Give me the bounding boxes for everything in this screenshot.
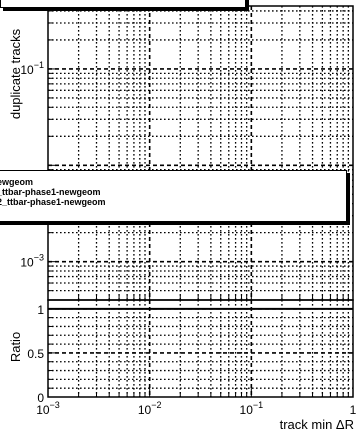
main-ylabel: duplicate tracks [8,28,23,119]
y-tick-label: 0 [37,391,44,405]
ratio-ylabel: Ratio [8,332,23,362]
x-tick-label: 10−3 [36,400,60,417]
ratio-panel: 0 0.5 1 10−3 10−2 10−1 1 [27,299,357,417]
y-tick-label: 1 [37,303,44,317]
y-tick-label: 10−1 [20,60,44,77]
plot-frame [47,299,354,398]
legend: ewgeom _ttbar-phase1-newgeom 2_ttbar-pha… [0,170,347,222]
x-tick-label: 10−2 [138,400,162,417]
plot-frame [47,5,354,301]
y-tick-label: 0.5 [27,347,44,361]
ratio-xlabel: track min ΔR [280,417,354,432]
x-tick-label: 1 [350,403,357,417]
title-box [0,0,246,8]
legend-entry: 2_ttbar-phase1-newgeom [0,197,106,207]
x-tick-label: 10−1 [240,400,264,417]
legend-entry: _ttbar-phase1-newgeom [0,187,101,197]
legend-entry: ewgeom [0,177,34,187]
y-tick-label: 10−3 [20,253,44,270]
main-panel: 10−1 10−3 [20,5,354,301]
